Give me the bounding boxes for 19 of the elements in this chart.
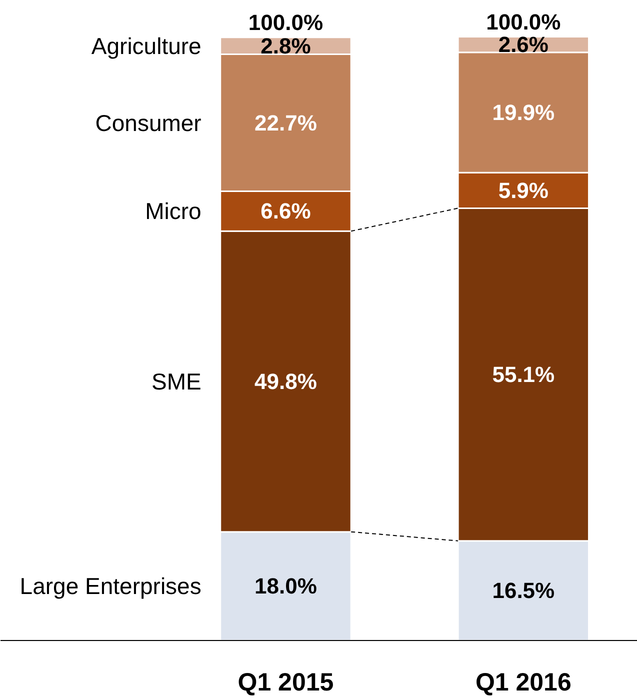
series-label: SME: [152, 368, 202, 394]
data-label: 55.1%: [492, 362, 555, 388]
data-label: 2.8%: [260, 33, 311, 58]
data-label: 5.9%: [498, 178, 548, 203]
series-label: Micro: [145, 198, 202, 224]
data-label: 19.9%: [492, 100, 555, 125]
series-label: Consumer: [95, 110, 202, 136]
x-tick-label: Q1 2015: [238, 668, 334, 696]
total-label: 100.0%: [248, 10, 324, 35]
total-label: 100.0%: [486, 9, 561, 34]
data-label: 6.6%: [260, 198, 311, 224]
series-label: Large Enterprises: [20, 573, 202, 600]
data-label: 18.0%: [254, 574, 317, 599]
data-label: 49.8%: [254, 368, 317, 394]
data-label: 16.5%: [492, 578, 555, 604]
data-label: 22.7%: [254, 110, 317, 136]
data-label: 2.6%: [498, 32, 548, 58]
series-label: Agriculture: [91, 32, 202, 59]
x-tick-label: Q1 2016: [475, 668, 572, 696]
